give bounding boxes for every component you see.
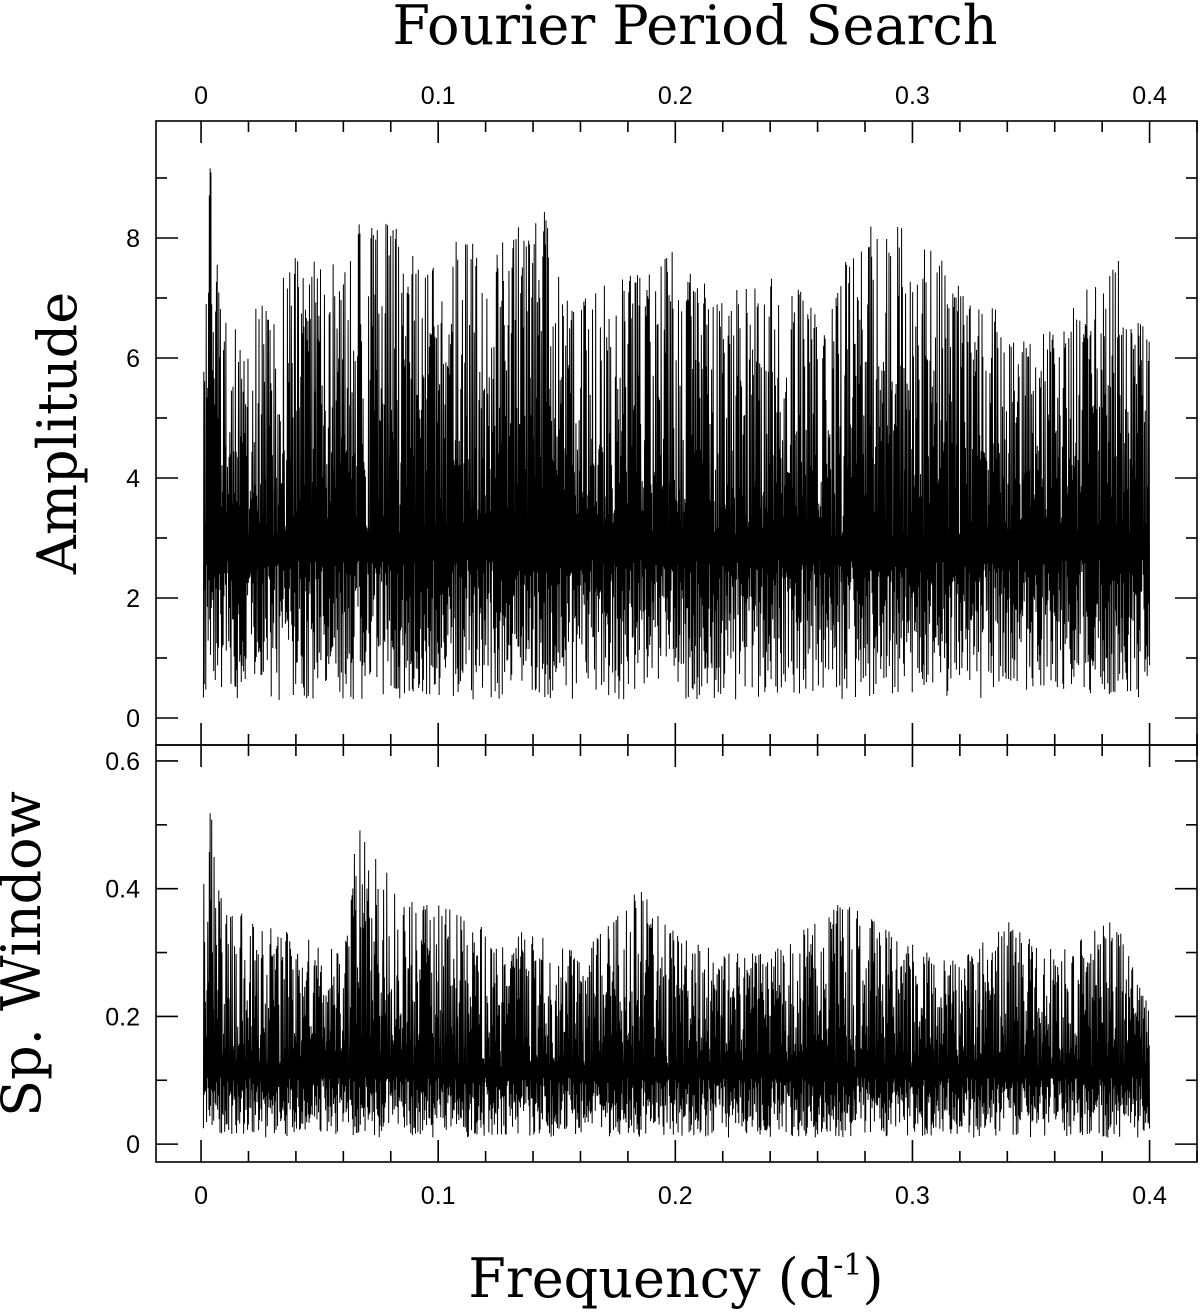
y-tick-label: 2 — [126, 585, 140, 613]
top-x-tick-label: 0.2 — [658, 82, 693, 110]
y-tick-label: 4 — [126, 465, 140, 493]
chart-title: Fourier Period Search — [393, 0, 998, 57]
top-x-tick-label: 0.3 — [895, 82, 930, 110]
spectral-window-frame — [155, 744, 1198, 1163]
y-tick-label: 0 — [126, 705, 140, 733]
amplitude-axis-label: Amplitude — [26, 292, 89, 575]
x-axis-label-suffix: ) — [863, 1247, 884, 1310]
spectral-window-x-ticks — [200, 745, 1198, 1162]
bottom-x-tick-label: 0.3 — [895, 1182, 930, 1210]
top-x-tick-label: 0.1 — [421, 82, 456, 110]
bottom-x-tick-label: 0.4 — [1132, 1182, 1167, 1210]
x-axis-label: Frequency (d-1) — [468, 1247, 883, 1310]
top-x-tick-label: 0 — [194, 82, 208, 110]
y-tick-label: 0.4 — [105, 876, 140, 904]
spectral-window-y-ticks: 0 0.2 0.4 0.6 — [105, 748, 1197, 1159]
bottom-x-tick-labels: 0 0.1 0.2 0.3 0.4 — [194, 1182, 1167, 1210]
x-axis-label-main: Frequency (d — [468, 1247, 833, 1310]
spectral-window-series-line — [202, 813, 1151, 1138]
y-tick-label: 0 — [126, 1131, 140, 1159]
bottom-x-tick-label: 0 — [194, 1182, 208, 1210]
bottom-x-tick-label: 0.1 — [421, 1182, 456, 1210]
spectral-window-axis-label: Sp. Window — [0, 791, 53, 1117]
top-x-tick-labels: 0 0.1 0.2 0.3 0.4 — [194, 82, 1167, 110]
bottom-x-tick-label: 0.2 — [658, 1182, 693, 1210]
y-tick-label: 0.2 — [105, 1003, 140, 1031]
y-tick-label: 6 — [126, 345, 140, 373]
x-axis-label-superscript: -1 — [833, 1248, 862, 1283]
amplitude-x-ticks — [200, 121, 1198, 745]
y-tick-label: 8 — [126, 225, 140, 253]
amplitude-series-line — [202, 168, 1151, 700]
spectral-window-panel: 0 0.2 0.4 0.6 — [105, 744, 1198, 1163]
top-x-tick-label: 0.4 — [1132, 82, 1167, 110]
y-tick-label: 0.6 — [105, 748, 140, 776]
amplitude-y-ticks: 0 2 4 6 8 — [126, 177, 1197, 733]
